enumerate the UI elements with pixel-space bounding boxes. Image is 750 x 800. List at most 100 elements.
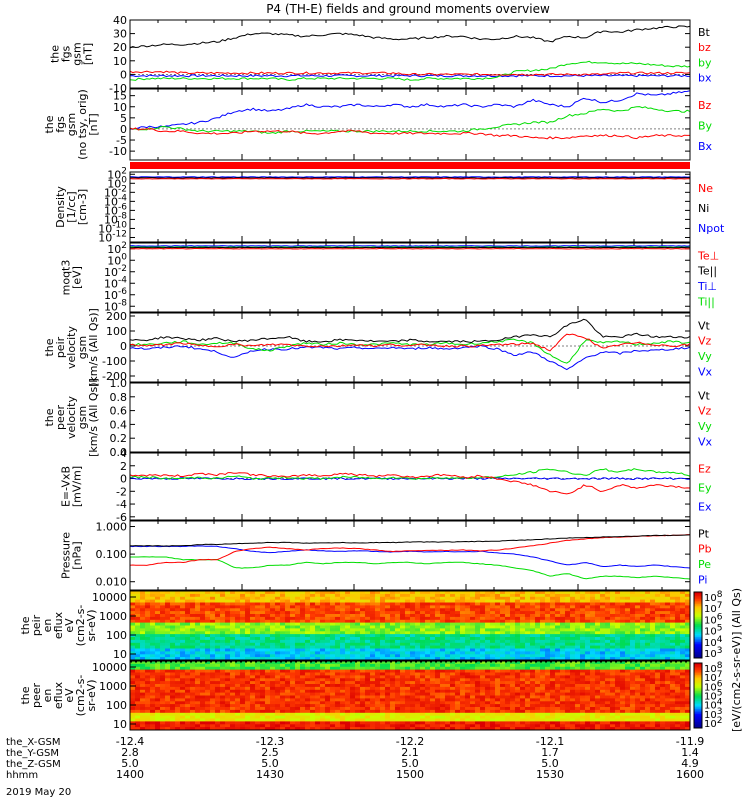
spectrogram-cell — [525, 611, 531, 615]
spectrogram-cell — [415, 593, 421, 598]
spectrogram-cell — [335, 596, 341, 601]
spectrogram-cell — [295, 628, 301, 632]
spectrogram-cell — [385, 634, 391, 638]
spectrogram-cell — [295, 651, 301, 655]
spectrogram-cell — [360, 698, 366, 702]
spectrogram-cell — [435, 634, 441, 638]
spectrogram-cell — [350, 645, 356, 649]
spectrogram-cell — [240, 681, 246, 685]
spectrogram-cell — [260, 695, 266, 699]
spectrogram-cell — [245, 686, 251, 691]
spectrogram-cell — [405, 675, 411, 679]
spectrogram-cell — [390, 625, 396, 629]
spectrogram-cell — [180, 704, 186, 708]
spectrogram-cell — [270, 654, 276, 658]
spectrogram-cell — [685, 657, 691, 661]
spectrogram-cell — [250, 596, 256, 601]
spectrogram-cell — [275, 707, 281, 711]
spectrogram-cell — [445, 654, 451, 658]
spectrogram-cell — [320, 611, 326, 615]
spectrogram-panel-10: 10000100010010thepeerenefluxeV(cm2-s-sr-… — [19, 660, 691, 731]
spectrogram-cell — [325, 686, 331, 691]
spectrogram-cell — [290, 712, 296, 717]
spectrogram-cell — [330, 622, 336, 626]
spectrogram-cell — [300, 616, 306, 621]
spectrogram-cell — [455, 695, 461, 699]
spectrogram-cell — [280, 675, 286, 679]
spectrogram-cell — [675, 593, 681, 598]
spectrogram-cell — [145, 684, 151, 688]
y-label-line: peir — [54, 336, 67, 358]
spectrogram-cell — [180, 712, 186, 717]
spectrogram-cell — [450, 681, 456, 685]
spectrogram-cell — [400, 715, 406, 719]
spectrogram-cell — [335, 608, 341, 612]
spectrogram-cell — [345, 681, 351, 685]
spectrogram-cell — [335, 709, 341, 714]
spectrogram-cell — [250, 695, 256, 699]
spectrogram-cell — [135, 614, 141, 618]
spectrogram-cell — [170, 701, 176, 705]
spectrogram-cell — [410, 661, 416, 665]
spectrogram-cell — [255, 639, 261, 644]
spectrogram-cell — [140, 622, 146, 626]
y-tick-exponent: 2 — [121, 166, 127, 176]
spectrogram-cell — [195, 709, 201, 714]
spectrogram-cell — [465, 692, 471, 696]
spectrogram-cell — [515, 654, 521, 658]
spectrogram-cell — [480, 602, 486, 606]
spectrogram-cell — [135, 669, 141, 673]
spectrogram-cell — [185, 657, 191, 661]
spectrogram-cell — [335, 678, 341, 682]
spectrogram-cell — [635, 616, 641, 621]
spectrogram-cell — [230, 663, 236, 668]
spectrogram-cell — [200, 698, 206, 702]
spectrogram-cell — [245, 591, 251, 595]
spectrogram-cell — [640, 614, 646, 618]
spectrogram-cell — [325, 663, 331, 668]
spectrogram-cell — [670, 602, 676, 606]
spectrogram-cell — [365, 704, 371, 708]
spectrogram-cell — [285, 666, 291, 671]
spectrogram-cell — [315, 689, 321, 694]
spectrogram-cell — [150, 709, 156, 714]
spectrogram-cell — [645, 596, 651, 601]
spectrogram-cell — [440, 593, 446, 598]
spectrogram-cell — [200, 721, 206, 725]
spectrogram-cell — [270, 634, 276, 638]
spectrogram-cell — [435, 611, 441, 615]
spectrogram-cell — [260, 666, 266, 671]
spectrogram-cell — [410, 602, 416, 606]
spectrogram-cell — [670, 611, 676, 615]
spectrogram-cell — [460, 654, 466, 658]
spectrogram-cell — [210, 727, 216, 731]
spectrogram-cell — [255, 684, 261, 688]
spectrogram-cell — [310, 619, 316, 624]
spectrogram-cell — [130, 628, 136, 632]
spectrogram-cell — [550, 622, 556, 626]
spectrogram-cell — [145, 695, 151, 699]
spectrogram-cell — [330, 605, 336, 609]
spectrogram-cell — [310, 654, 316, 658]
spectrogram-cell — [620, 645, 626, 649]
spectrogram-cell — [355, 704, 361, 708]
spectrogram-cell — [435, 651, 441, 655]
spectrogram-cell — [665, 599, 671, 603]
spectrogram-cell — [550, 625, 556, 629]
spectrogram-cell — [160, 651, 166, 655]
spectrogram-cell — [340, 721, 346, 725]
spectrogram-cell — [200, 625, 206, 629]
y-label-line: peer — [54, 405, 67, 431]
spectrogram-cell — [435, 661, 441, 665]
spectrogram-cell — [460, 672, 466, 676]
spectrogram-cell — [355, 721, 361, 725]
spectrogram-cell — [590, 639, 596, 644]
spectrogram-cell — [405, 709, 411, 714]
spectrogram-cell — [405, 602, 411, 606]
spectrogram-cell — [470, 684, 476, 688]
spectrogram-cell — [315, 727, 321, 731]
spectrogram-cell — [425, 593, 431, 598]
spectrogram-cell — [215, 709, 221, 714]
spectrogram-cell — [475, 619, 481, 624]
spectrogram-cell — [420, 619, 426, 624]
